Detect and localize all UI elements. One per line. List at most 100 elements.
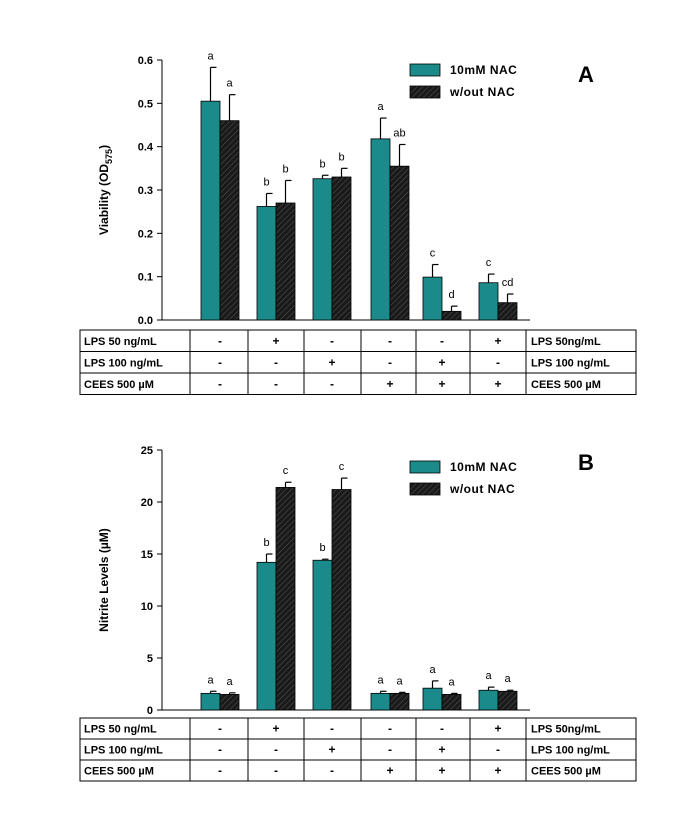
panel-a-bar-nac — [256, 206, 277, 321]
panel-b-y-tick-label: 5 — [147, 653, 153, 665]
panel-a-bar-nac — [312, 178, 333, 321]
panel-b-significance-letter: a — [207, 674, 214, 686]
panel-b-table-cell: + — [438, 743, 445, 757]
panel-a-bar-nac — [478, 282, 499, 321]
panel-b-bar-without-nac — [441, 694, 462, 711]
panel-b-significance-letter: b — [319, 542, 325, 554]
panel-a-bar-nac — [370, 138, 391, 321]
panel-b-table-cell: - — [330, 722, 334, 736]
panel-b-bar-nac — [478, 689, 499, 711]
panel-b-table-cell: - — [388, 743, 392, 757]
panel-a-bar-without-nac — [441, 310, 462, 321]
panel-a-table-row-label-right: LPS 50ng/mL — [531, 336, 601, 348]
panel-b-table-cell: - — [218, 764, 222, 778]
panel-b-significance-letter: a — [377, 674, 384, 686]
panel-a-significance-letter: b — [319, 158, 325, 170]
panel-b-table-row-label-right: CEES 500 µM — [531, 766, 601, 778]
panel-a-bar-without-nac — [275, 202, 296, 321]
panel-a-y-axis-label: Viability (OD575) — [97, 145, 114, 235]
panel-b-significance-letter: c — [283, 465, 289, 477]
panel-b-table-row-label-right: LPS 100 ng/mL — [531, 745, 610, 757]
panel-a-legend: 10mM NAC w/out NAC — [409, 63, 517, 99]
panel-a-y-tick-label: 0.1 — [138, 272, 153, 284]
panel-a-significance-letter: b — [282, 163, 288, 175]
panel-b-bar-nac — [312, 559, 333, 711]
panel-b-significance-letter: b — [263, 537, 269, 549]
panel-b-significance-letter: a — [226, 676, 233, 688]
panel-b-legend-label: w/out NAC — [449, 482, 515, 496]
panel-b-bar-without-nac — [331, 489, 352, 711]
panel-a-significance-letter: b — [263, 176, 269, 188]
panel-a-y-tick-label: 0.0 — [138, 315, 153, 327]
panel-b-table-cell: - — [388, 722, 392, 736]
panel-b-table-cell: + — [438, 764, 445, 778]
panel-a-significance-letter: c — [486, 257, 492, 269]
panel-a-table-cell: - — [218, 377, 222, 391]
panel-a-table-cell: + — [328, 355, 335, 369]
panel-b-treatment-table: LPS 50 ng/mL LPS 50ng/mL - + - - - + LPS 100 ng/… — [79, 717, 637, 782]
panel-a-table-row-label-right: LPS 100 ng/mL — [531, 357, 610, 369]
panel-b-table-cell: - — [218, 743, 222, 757]
panel-b-significance-letter: a — [504, 673, 511, 685]
panel-a-legend-swatch — [409, 63, 441, 77]
panel-a-bar-without-nac — [331, 176, 352, 321]
panel-a-table-cell: + — [494, 334, 501, 348]
panel-b-table-row-label: CEES 500 µM — [84, 766, 154, 778]
panel-b-table-cell: - — [218, 722, 222, 736]
panel-b-bar-without-nac — [497, 690, 518, 711]
panel-a-bar-without-nac — [219, 120, 240, 321]
panel-b-legend-swatch — [409, 482, 441, 496]
panel-a-significance-letter: a — [377, 101, 384, 113]
panel-b-bar-nac — [200, 692, 221, 711]
panel-b-table-cell: - — [274, 764, 278, 778]
panel-a-significance-letter: ab — [393, 128, 405, 140]
panel-a-significance-letter: b — [338, 151, 344, 163]
panel-a-table-cell: - — [330, 334, 334, 348]
panel-a-table-cell: - — [388, 334, 392, 348]
panel-b-table-cell: - — [274, 743, 278, 757]
panel-a-y-tick-label: 0.2 — [138, 228, 153, 240]
panel-b-table-cell: + — [386, 764, 393, 778]
panel-a-legend-swatch — [409, 85, 441, 99]
panel-a-table-cell: + — [494, 377, 501, 391]
panel-a-table-cell: + — [272, 334, 279, 348]
panel-b-y-axis-label: Nitrite Levels (µM) — [97, 528, 111, 632]
panel-a-table-cell: - — [330, 377, 334, 391]
panel-b-table-row-label-right: LPS 50ng/mL — [531, 724, 601, 736]
panel-a-bar-nac — [422, 276, 443, 321]
panel-b-bar-nac — [370, 692, 391, 711]
panel-b-bar-without-nac — [219, 694, 240, 711]
panel-b-table-border — [79, 717, 637, 782]
panel-b-legend: 10mM NAC w/out NAC — [409, 460, 517, 496]
panel-b-table-cell: + — [494, 764, 501, 778]
panel-a-table-border — [79, 329, 637, 395]
panel-b-table-cell: - — [330, 764, 334, 778]
panel-b-table-row-label: LPS 100 ng/mL — [84, 745, 163, 757]
panel-a-table-cell: - — [388, 355, 392, 369]
panel-b-table-cell: + — [272, 722, 279, 736]
panel-a-treatment-table: LPS 50 ng/mL LPS 50ng/mL - + - - - + LPS 100 ng/… — [79, 329, 637, 395]
panel-a-significance-letter: cd — [502, 277, 514, 289]
panel-b-significance-letter: a — [396, 675, 403, 687]
panel-b-table-cell: + — [494, 722, 501, 736]
panel-b-table-row-label: LPS 50 ng/mL — [84, 724, 157, 736]
panel-a-table-cell: - — [274, 355, 278, 369]
panel-a-table-cell: + — [438, 377, 445, 391]
panel-a-table-row-label: LPS 50 ng/mL — [84, 336, 157, 348]
panel-a-y-tick-label: 0.6 — [138, 55, 153, 67]
panel-b-legend-label: 10mM NAC — [450, 460, 517, 474]
panel-a-table-cell: - — [274, 377, 278, 391]
panel-b-bar-without-nac — [389, 692, 410, 711]
panel-b-significance-letter: a — [448, 676, 455, 688]
panel-a-significance-letter: a — [207, 50, 214, 62]
panel-b-significance-letter: a — [429, 664, 436, 676]
panel-b-legend-swatch — [409, 460, 441, 474]
panel-b-y-tick-label: 15 — [141, 549, 153, 561]
panel-a-bar-without-nac — [497, 302, 518, 321]
panel-a-y-tick-label: 0.5 — [138, 98, 153, 110]
panel-a-table-cell: - — [218, 355, 222, 369]
panel-b-y-tick-label: 20 — [141, 497, 153, 509]
